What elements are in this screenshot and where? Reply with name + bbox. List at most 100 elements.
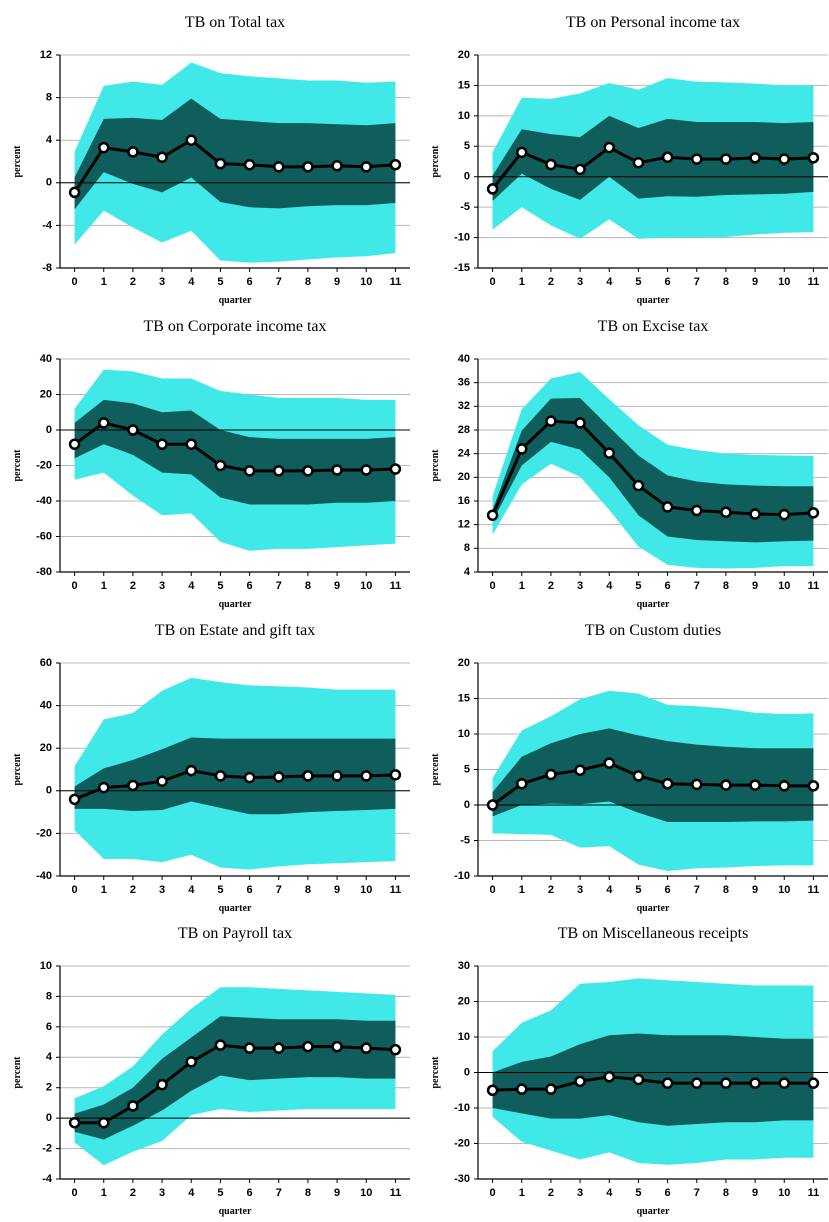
series-marker xyxy=(302,161,314,173)
x-tick-label: 7 xyxy=(276,276,282,288)
x-axis-label: quarter xyxy=(219,599,252,610)
y-tick-label: 0 xyxy=(46,785,52,797)
series-marker xyxy=(156,775,168,787)
y-tick-label: -15 xyxy=(454,262,470,274)
y-tick-label: 15 xyxy=(458,692,470,704)
x-tick-label: 0 xyxy=(72,884,78,896)
x-tick-label: 7 xyxy=(694,1187,700,1199)
series-marker xyxy=(574,764,586,776)
series-marker xyxy=(486,1084,499,1096)
series-marker xyxy=(360,770,372,782)
series-marker xyxy=(545,768,557,781)
y-tick-label: 2 xyxy=(46,1082,52,1094)
band xyxy=(492,1033,814,1126)
x-tick-label: 10 xyxy=(778,1187,790,1199)
y-tick-label: -30 xyxy=(454,1173,470,1185)
x-tick-label: 0 xyxy=(72,1187,78,1199)
x-tick-label: 4 xyxy=(188,276,195,288)
x-tick-label: 5 xyxy=(217,580,223,592)
y-tick-label: 4 xyxy=(464,566,471,578)
y-tick-label: 10 xyxy=(458,728,470,740)
series-marker xyxy=(185,438,197,450)
x-tick-label: 9 xyxy=(752,580,758,592)
x-tick-label: 1 xyxy=(101,1187,107,1199)
series-marker xyxy=(68,1116,81,1129)
y-tick-label: 10 xyxy=(458,1031,470,1043)
x-tick-label: 10 xyxy=(360,580,372,592)
x-tick-label: 2 xyxy=(548,580,554,592)
y-tick-label: 30 xyxy=(458,960,470,972)
x-axis-label: quarter xyxy=(219,295,252,306)
x-tick-label: 1 xyxy=(519,1187,525,1199)
series-marker xyxy=(749,508,761,520)
y-tick-label: 60 xyxy=(40,657,52,669)
x-tick-label: 9 xyxy=(334,884,340,896)
y-tick-label: 10 xyxy=(458,110,470,122)
series-marker xyxy=(486,509,499,521)
series-marker xyxy=(632,770,645,782)
series-marker xyxy=(389,158,402,171)
x-tick-label: 1 xyxy=(101,580,107,592)
chart-title: TB on Personal income tax xyxy=(566,14,740,31)
chart-title: TB on Custom duties xyxy=(585,622,721,639)
x-tick-label: 11 xyxy=(390,884,402,896)
y-tick-label: -20 xyxy=(454,1137,470,1149)
series-marker xyxy=(545,415,557,427)
series-marker xyxy=(127,424,139,436)
series-marker xyxy=(603,757,615,769)
series-marker xyxy=(661,1077,674,1089)
x-tick-label: 7 xyxy=(276,580,282,592)
x-tick-label: 8 xyxy=(723,884,729,896)
x-tick-label: 11 xyxy=(808,276,820,288)
y-axis-label: percent xyxy=(12,449,23,482)
x-tick-label: 11 xyxy=(390,580,402,592)
series-marker xyxy=(603,447,615,459)
x-tick-label: 2 xyxy=(548,276,554,288)
x-tick-label: 2 xyxy=(130,884,136,896)
series-marker xyxy=(127,1100,139,1112)
y-tick-label: 24 xyxy=(458,448,471,460)
x-tick-label: 4 xyxy=(606,884,613,896)
x-tick-label: 8 xyxy=(305,580,311,592)
series-marker xyxy=(720,506,732,518)
y-tick-label: -8 xyxy=(42,262,52,274)
x-axis-label: quarter xyxy=(637,903,670,914)
series-marker xyxy=(273,161,285,173)
x-tick-label: 10 xyxy=(778,580,790,592)
y-tick-label: 8 xyxy=(46,92,52,104)
x-tick-label: 0 xyxy=(490,276,496,288)
y-tick-label: 15 xyxy=(458,79,470,91)
x-tick-label: 6 xyxy=(665,884,671,896)
series-marker xyxy=(545,1083,557,1095)
y-tick-label: 4 xyxy=(46,134,53,146)
series-marker xyxy=(68,186,81,199)
x-tick-label: 8 xyxy=(723,580,729,592)
x-tick-label: 4 xyxy=(606,580,613,592)
series-marker xyxy=(661,151,674,163)
x-tick-label: 4 xyxy=(188,580,195,592)
x-tick-label: 0 xyxy=(490,1187,496,1199)
x-tick-label: 7 xyxy=(276,884,282,896)
x-tick-label: 6 xyxy=(665,276,671,288)
series-marker xyxy=(574,417,586,429)
y-tick-label: -5 xyxy=(460,201,470,213)
series-marker xyxy=(185,764,197,777)
x-tick-label: 3 xyxy=(159,276,165,288)
series-marker xyxy=(749,1077,761,1089)
y-axis-label: percent xyxy=(430,449,441,482)
chart-title: TB on Excise tax xyxy=(598,318,709,335)
x-tick-label: 10 xyxy=(360,1187,372,1199)
x-axis-label: quarter xyxy=(637,295,670,306)
x-tick-label: 1 xyxy=(519,884,525,896)
x-tick-label: 4 xyxy=(606,276,613,288)
series-marker xyxy=(156,151,168,163)
series-marker xyxy=(389,463,402,475)
x-axis-label: quarter xyxy=(637,599,670,610)
x-tick-label: 1 xyxy=(101,884,107,896)
series-marker xyxy=(98,1116,110,1129)
series-marker xyxy=(632,479,645,492)
series-marker xyxy=(214,1039,227,1051)
x-tick-label: 5 xyxy=(217,276,223,288)
x-tick-label: 7 xyxy=(694,276,700,288)
